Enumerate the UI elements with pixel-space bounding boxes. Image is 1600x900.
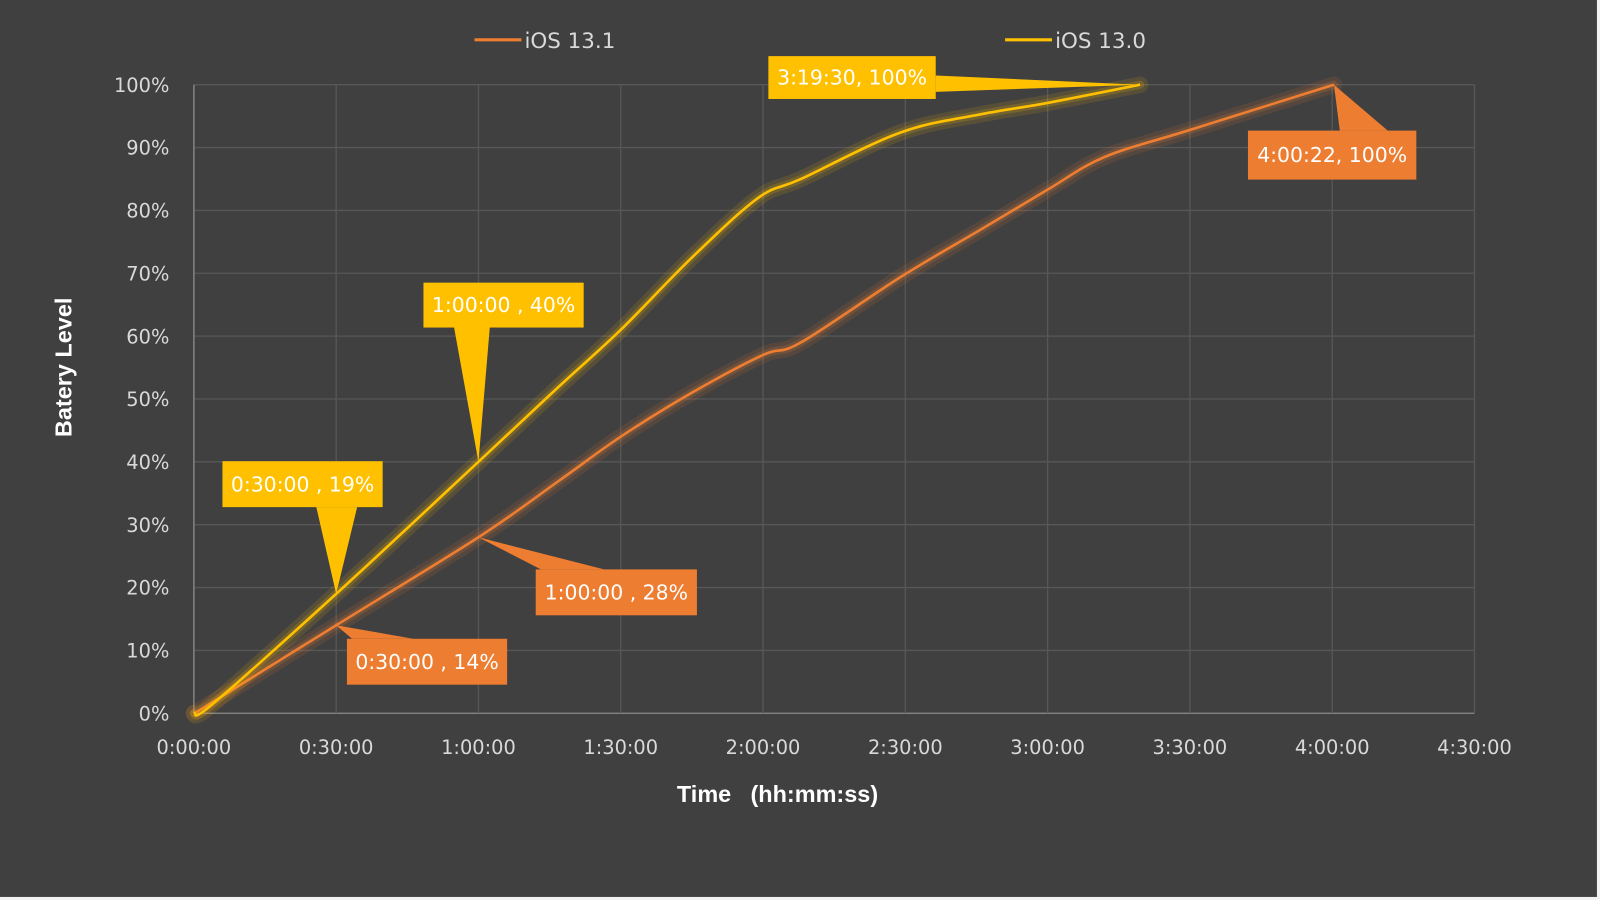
callout-pointer bbox=[454, 327, 490, 462]
data-callout: 0:30:00 , 14% bbox=[336, 625, 508, 685]
x-tick-label: 0:30:00 bbox=[299, 736, 374, 759]
callout-box bbox=[346, 638, 508, 685]
x-tick-label: 2:00:00 bbox=[726, 736, 801, 759]
y-tick-label: 50% bbox=[126, 388, 169, 411]
data-callout: 0:30:00 , 19% bbox=[222, 461, 383, 594]
callout-label: 3:19:30, 100% bbox=[777, 66, 927, 90]
callout-pointer bbox=[316, 507, 358, 594]
x-tick-label: 4:00:00 bbox=[1295, 736, 1370, 759]
y-tick-label: 80% bbox=[126, 200, 169, 223]
x-tick-label: 0:00:00 bbox=[157, 736, 232, 759]
callout-pointer bbox=[935, 75, 1141, 92]
callout-label: 4:00:22, 100% bbox=[1257, 143, 1407, 167]
callout-label: 0:30:00 , 19% bbox=[231, 472, 374, 496]
legend-label: iOS 13.1 bbox=[524, 29, 615, 54]
callout-pointer bbox=[1333, 84, 1388, 131]
y-tick-label: 70% bbox=[126, 262, 169, 285]
data-callout: 1:00:00 , 40% bbox=[423, 282, 584, 462]
y-tick-label: 0% bbox=[139, 702, 170, 725]
legend-label: iOS 13.0 bbox=[1055, 29, 1146, 54]
y-tick-label: 10% bbox=[126, 640, 169, 663]
series-line-ios-13-0 bbox=[193, 83, 1141, 717]
callout-box bbox=[768, 56, 936, 99]
callout-label: 1:00:00 , 40% bbox=[432, 293, 575, 317]
series-line-ios-13-1 bbox=[193, 83, 1335, 715]
y-tick-label: 30% bbox=[126, 514, 169, 537]
x-axis-title: Time bbox=[677, 781, 731, 807]
x-axis-unit: (hh:mm:ss) bbox=[750, 781, 878, 807]
x-tick-label: 1:00:00 bbox=[441, 736, 516, 759]
y-tick-label: 40% bbox=[126, 451, 169, 474]
data-callout: 3:19:30, 100% bbox=[768, 56, 1141, 99]
x-tick-label: 1:30:00 bbox=[583, 736, 658, 759]
x-tick-label: 4:30:00 bbox=[1437, 736, 1512, 759]
y-tick-label: 60% bbox=[126, 325, 169, 348]
callout-pointer bbox=[336, 625, 414, 639]
callout-box bbox=[222, 461, 383, 508]
y-tick-label: 20% bbox=[126, 577, 169, 600]
data-callout: 4:00:22, 100% bbox=[1247, 84, 1417, 180]
callout-box bbox=[1247, 130, 1417, 180]
y-tick-label: 100% bbox=[114, 74, 169, 97]
callout-label: 0:30:00 , 14% bbox=[355, 650, 498, 674]
x-tick-label: 3:30:00 bbox=[1153, 736, 1228, 759]
callout-label: 1:00:00 , 28% bbox=[545, 580, 688, 604]
x-tick-label: 3:00:00 bbox=[1010, 736, 1085, 759]
y-tick-label: 90% bbox=[126, 137, 169, 160]
callout-box bbox=[423, 282, 584, 328]
y-axis-title: Batery Level bbox=[50, 298, 76, 438]
callout-box bbox=[535, 569, 697, 616]
x-tick-label: 2:30:00 bbox=[868, 736, 943, 759]
